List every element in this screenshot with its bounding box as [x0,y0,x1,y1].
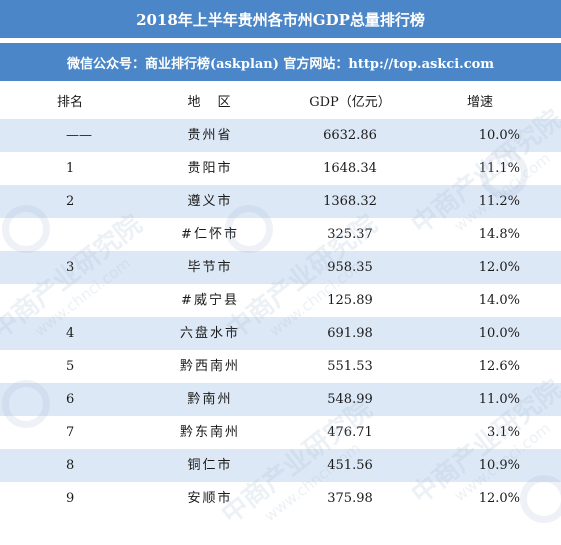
growth-cell: 11.1% [478,161,520,176]
rank-cell: 4 [66,326,75,341]
table-row: 5 黔西南州 551.53 12.6% [0,350,561,383]
region-cell: 遵义市 [187,194,233,209]
growth-cell: 12.0% [478,491,520,506]
table-header-row: 排名 地 区 GDP（亿元） 增速 [0,86,561,119]
title-text: 2018年上半年贵州各市州GDP总量排行榜 [136,10,425,29]
gdp-cell: 476.71 [327,425,373,440]
rank-cell: 3 [66,260,75,275]
growth-cell: 12.6% [478,359,520,374]
header-region: 地 区 [187,95,233,110]
growth-cell: 10.9% [478,458,520,473]
gdp-cell: 548.99 [327,392,373,407]
subtitle-text: 微信公众号：商业排行榜(askplan) 官方网站：http://top.ask… [66,56,495,72]
rank-cell: —— [66,128,92,143]
gdp-cell: 325.37 [327,227,373,242]
rank-cell: 6 [66,392,75,407]
header-gdp: GDP（亿元） [309,95,391,110]
table-row: 2 遵义市 1368.32 11.2% [0,185,561,218]
region-cell: 贵阳市 [187,161,233,176]
region-cell: #威宁县 [181,293,239,308]
gdp-cell: 1368.32 [323,194,377,209]
table-row: 4 六盘水市 691.98 10.0% [0,317,561,350]
table-row: 9 安顺市 375.98 12.0% [0,482,561,515]
region-cell: #仁怀市 [181,227,239,242]
gdp-cell: 691.98 [327,326,373,341]
rank-cell: 5 [66,359,75,374]
region-cell: 贵州省 [187,128,233,143]
header-growth: 增速 [466,95,493,110]
region-cell: 六盘水市 [179,326,240,341]
table-row: 6 黔南州 548.99 11.0% [0,383,561,416]
growth-cell: 10.0% [478,326,520,341]
table-row: —— 贵州省 6632.86 10.0% [0,119,561,152]
gdp-cell: 451.56 [327,458,373,473]
rank-cell: 2 [66,194,75,209]
growth-cell: 3.1% [486,425,520,440]
region-cell: 黔南州 [187,392,233,407]
gdp-cell: 375.98 [327,491,373,506]
table-row: #仁怀市 325.37 14.8% [0,218,561,251]
source-banner: 微信公众号：商业排行榜(askplan) 官方网站：http://top.ask… [0,43,561,81]
gdp-cell: 125.89 [327,293,373,308]
gdp-cell: 958.35 [327,260,373,275]
ranking-sheet: 2018年上半年贵州各市州GDP总量排行榜 微信公众号：商业排行榜(askpla… [0,0,561,530]
growth-cell: 14.8% [478,227,520,242]
growth-cell: 10.0% [478,128,520,143]
rank-cell: 9 [66,491,75,506]
gdp-table: 排名 地 区 GDP（亿元） 增速 —— 贵州省 6632.86 10.0% 1… [0,86,561,515]
region-cell: 黔东南州 [179,425,240,440]
growth-cell: 11.0% [478,392,520,407]
table-row: 7 黔东南州 476.71 3.1% [0,416,561,449]
rank-cell: 7 [66,425,75,440]
table-row: #威宁县 125.89 14.0% [0,284,561,317]
gdp-cell: 551.53 [327,359,373,374]
region-cell: 黔西南州 [179,359,240,374]
rank-cell: 8 [66,458,75,473]
rank-cell: 1 [66,161,75,176]
header-rank: 排名 [57,95,84,110]
table-row: 1 贵阳市 1648.34 11.1% [0,152,561,185]
region-cell: 毕节市 [187,260,233,275]
region-cell: 铜仁市 [187,458,233,473]
page-title: 2018年上半年贵州各市州GDP总量排行榜 [0,0,561,38]
growth-cell: 14.0% [478,293,520,308]
gdp-cell: 6632.86 [323,128,377,143]
table-row: 3 毕节市 958.35 12.0% [0,251,561,284]
region-cell: 安顺市 [187,491,233,506]
growth-cell: 12.0% [478,260,520,275]
gdp-cell: 1648.34 [323,161,377,176]
table-row: 8 铜仁市 451.56 10.9% [0,449,561,482]
growth-cell: 11.2% [478,194,520,209]
